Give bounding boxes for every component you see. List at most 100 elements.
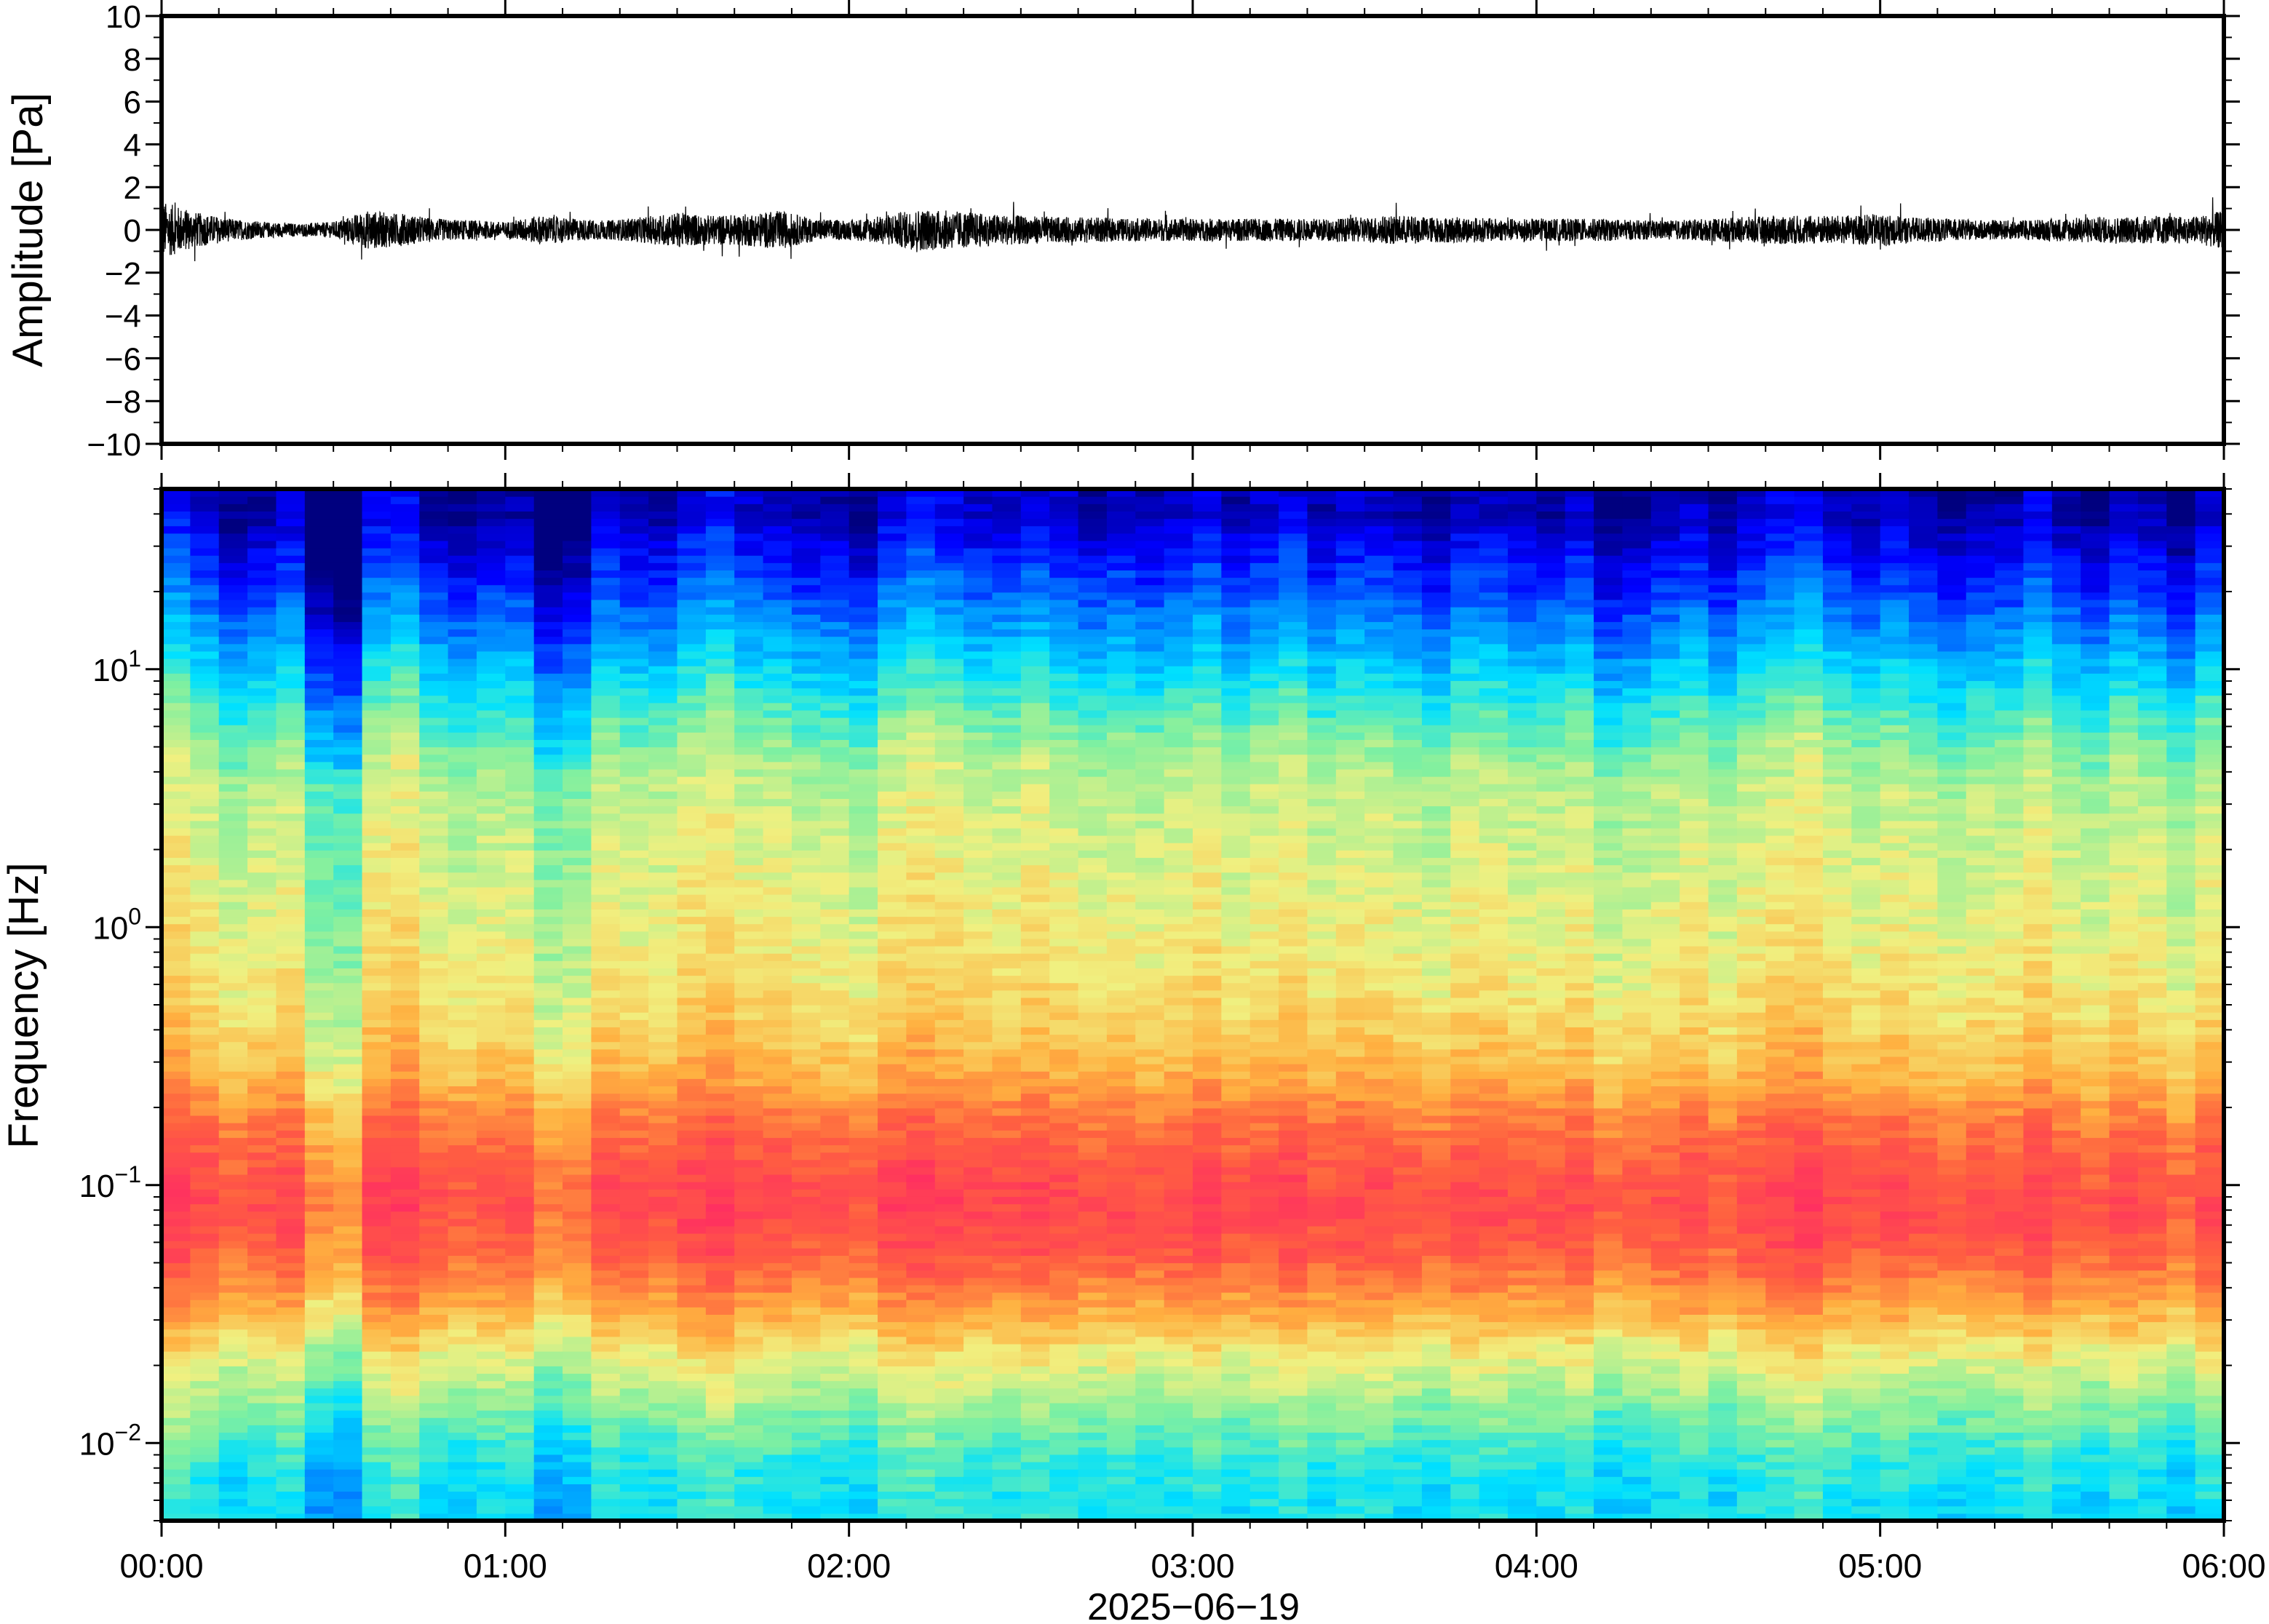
spectrogram-cell — [563, 599, 592, 608]
spectrogram-cell — [419, 982, 449, 991]
spectrogram-cell — [333, 975, 363, 984]
spectrogram-cell — [705, 761, 735, 770]
spectrogram-cell — [162, 1432, 191, 1441]
spectrogram-cell — [505, 1064, 535, 1072]
spectrogram-cell — [505, 666, 535, 674]
spectrogram-cell — [878, 1395, 907, 1404]
spectrogram-cell — [390, 945, 420, 954]
spectrogram-cell — [705, 1410, 735, 1418]
spectrogram-cell — [476, 990, 506, 998]
spectrogram-cell — [677, 1432, 707, 1441]
spectrogram-cell — [1106, 1218, 1136, 1227]
spectrogram-cell — [533, 555, 563, 563]
spectrogram-cell — [419, 1255, 449, 1264]
spectrogram-cell — [763, 1505, 792, 1514]
spectrogram-cell — [963, 1130, 993, 1138]
spectrogram-cell — [218, 1233, 248, 1241]
spectrogram-cell — [333, 798, 363, 807]
spectrogram-cell — [1106, 1439, 1136, 1448]
spectrogram-cell — [333, 1255, 363, 1264]
spectrogram-cell — [218, 540, 248, 549]
spectrogram-cell — [390, 931, 420, 939]
spectrogram-cell — [849, 1417, 878, 1425]
spectrogram-cell — [1049, 1366, 1079, 1374]
spectrogram-cell — [505, 503, 535, 512]
spectrogram-cell — [162, 1513, 191, 1521]
spectrogram-cell — [563, 1284, 592, 1293]
spectrogram-cell — [362, 607, 392, 615]
spectrogram-cell — [1020, 1425, 1050, 1433]
spectrogram-cell — [1078, 1321, 1108, 1330]
spectrogram-cell — [162, 1358, 191, 1366]
spectrogram-cell — [563, 1498, 592, 1507]
spectrogram-cell — [619, 1336, 649, 1345]
spectrogram-cell — [218, 1351, 248, 1359]
spectrogram-cell — [963, 1123, 993, 1131]
spectrogram-cell — [276, 850, 306, 859]
spectrogram-cell — [992, 688, 1022, 696]
spectrogram-cell — [1078, 1505, 1108, 1514]
spectrogram-cell — [162, 1321, 191, 1330]
spectrogram-cell — [1049, 1491, 1079, 1500]
spectrogram-cell — [362, 982, 392, 991]
spectrogram-cell — [505, 879, 535, 888]
spectrogram-cell — [591, 1425, 621, 1433]
spectrogram-cell — [190, 1086, 220, 1094]
spectrogram-cell — [476, 650, 506, 659]
spectrogram-cell — [476, 1469, 506, 1477]
spectrogram-cell — [247, 1277, 277, 1286]
spectrogram-cell — [162, 1395, 191, 1404]
spectrogram-cell — [934, 732, 964, 740]
spectrogram-cell — [419, 850, 449, 859]
spectrogram-cell — [218, 968, 248, 976]
spectrogram-cell — [763, 650, 792, 659]
spectrogram-cell — [276, 1299, 306, 1307]
spectrogram-cell — [390, 968, 420, 976]
spectrogram-cell — [791, 997, 821, 1006]
spectrogram-cell — [992, 1152, 1022, 1161]
spectrogram-cell — [419, 1498, 449, 1507]
spectrogram-cell — [992, 1491, 1022, 1500]
spectrogram-cell — [934, 776, 964, 784]
spectrogram-cell — [648, 1241, 678, 1249]
spectrogram-cell — [1078, 909, 1108, 918]
spectrogram-cell — [390, 1358, 420, 1366]
spectrogram-cell — [1049, 1329, 1079, 1337]
spectrogram-cell — [162, 857, 191, 866]
spectrogram-cell — [705, 968, 735, 976]
spectrogram-cell — [791, 1093, 821, 1102]
spectrogram-cell — [791, 1284, 821, 1293]
spectrogram-cell — [934, 1469, 964, 1477]
spectrogram-cell — [1106, 1329, 1136, 1337]
spectrogram-cell — [591, 1203, 621, 1212]
spectrogram-cell — [247, 1314, 277, 1323]
spectrogram-cell — [734, 1225, 764, 1234]
spectrogram-cell — [190, 1189, 220, 1197]
spectrogram-cell — [419, 621, 449, 630]
spectrogram-cell — [734, 1255, 764, 1264]
spectrogram-cell — [390, 1321, 420, 1330]
spectrogram-cell — [276, 1425, 306, 1433]
spectrogram-cell — [849, 968, 878, 976]
spectrogram-cell — [276, 1174, 306, 1182]
spectrogram-cell — [390, 1166, 420, 1175]
spectrogram-cell — [820, 709, 850, 718]
spectrogram-cell — [648, 1284, 678, 1293]
spectrogram-cell — [1135, 1351, 1165, 1359]
spectrogram-cell — [591, 533, 621, 541]
spectrogram-cell — [563, 695, 592, 704]
spectrogram-cell — [218, 923, 248, 932]
spectrogram-cell — [849, 945, 878, 954]
spectrogram-cell — [791, 702, 821, 711]
spectrogram-cell — [791, 666, 821, 674]
spectrogram-cell — [619, 1107, 649, 1116]
spectrogram-cell — [333, 923, 363, 932]
spectrogram-cell — [1020, 1166, 1050, 1175]
spectrogram-cell — [390, 666, 420, 674]
spectrogram-cell — [362, 1211, 392, 1219]
spectrogram-cell — [218, 695, 248, 704]
spectrogram-cell — [820, 1491, 850, 1500]
spectrogram-cell — [1020, 761, 1050, 770]
spectrogram-cell — [878, 607, 907, 615]
spectrogram-cell — [419, 784, 449, 792]
